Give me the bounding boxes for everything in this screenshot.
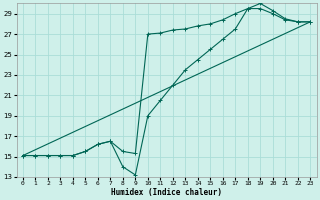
X-axis label: Humidex (Indice chaleur): Humidex (Indice chaleur) (111, 188, 222, 197)
